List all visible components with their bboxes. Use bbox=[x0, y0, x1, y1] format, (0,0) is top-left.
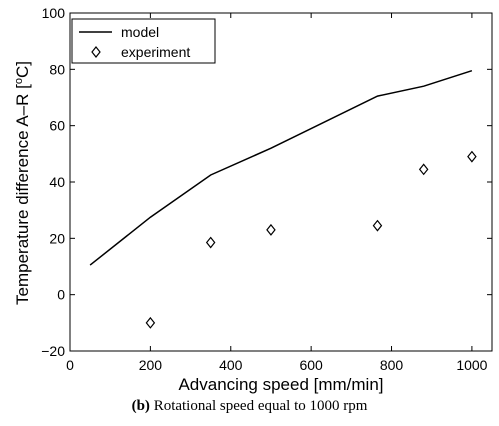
data-point-experiment bbox=[372, 219, 383, 232]
x-axis-label: Advancing speed [mm/min] bbox=[178, 375, 383, 394]
y-axis-label-sup: o bbox=[13, 78, 25, 84]
series-line-model bbox=[89, 69, 473, 266]
y-tick-label: 20 bbox=[49, 230, 65, 246]
x-tick-label: 1000 bbox=[456, 357, 487, 373]
plot-frame bbox=[69, 12, 493, 352]
y-tick-label: 60 bbox=[49, 118, 65, 134]
y-axis-label: Temperature difference A–R [oC] bbox=[13, 61, 32, 305]
data-point-experiment bbox=[145, 316, 156, 329]
caption-text: Rotational speed equal to 1000 rpm bbox=[153, 398, 368, 414]
data-point-experiment bbox=[467, 150, 477, 163]
figure-caption: (b) Rotational speed equal to 1000 rpm bbox=[0, 398, 499, 415]
y-tick-label: 80 bbox=[49, 61, 65, 77]
caption-tag: (b) bbox=[131, 398, 150, 414]
legend: model experiment bbox=[71, 18, 216, 64]
x-tick-label: 200 bbox=[139, 357, 163, 373]
x-tick-label: 400 bbox=[219, 357, 243, 373]
y-tick-label: 100 bbox=[42, 5, 66, 21]
legend-label-experiment: experiment bbox=[121, 44, 190, 60]
y-tick-label: 40 bbox=[49, 174, 65, 190]
y-tick-label: −20 bbox=[41, 343, 65, 359]
x-tick-label: 600 bbox=[299, 357, 323, 373]
x-tick-label: 0 bbox=[66, 357, 74, 373]
series-layer bbox=[89, 69, 477, 329]
legend-box bbox=[71, 18, 216, 64]
x-tick-label: 800 bbox=[380, 357, 404, 373]
legend-diamond-sample bbox=[91, 46, 101, 58]
y-tick-label: 0 bbox=[57, 287, 65, 303]
legend-label-model: model bbox=[121, 24, 159, 40]
y-axis-label-main: Temperature difference A–R [ bbox=[13, 84, 32, 305]
data-point-experiment bbox=[418, 163, 429, 176]
data-point-experiment bbox=[205, 236, 216, 249]
data-point-experiment bbox=[266, 223, 276, 236]
axis-ticks bbox=[69, 12, 492, 352]
y-axis-label-unit: C] bbox=[13, 61, 32, 78]
